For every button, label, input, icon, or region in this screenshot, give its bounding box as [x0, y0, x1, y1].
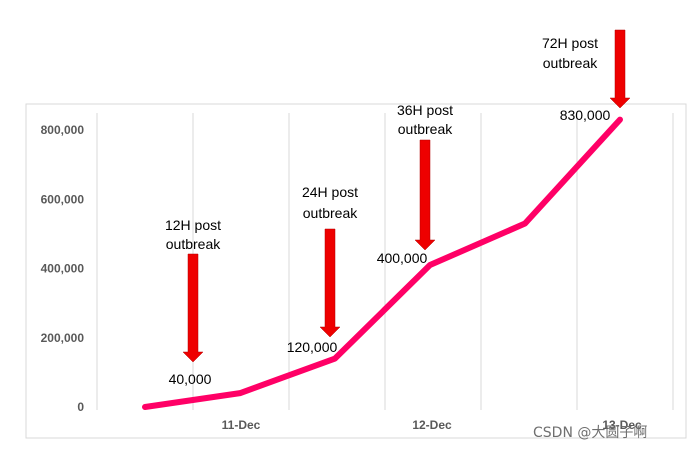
y-tick-label: 0	[77, 400, 84, 414]
annotation-line2: outbreak	[166, 236, 221, 252]
y-tick-label: 400,000	[41, 262, 85, 276]
y-tick-label: 800,000	[41, 123, 85, 137]
annotation-line2: outbreak	[543, 55, 598, 71]
x-axis: 11-Dec 12-Dec 13-Dec	[222, 418, 642, 432]
data-labels: 40,000 120,000 400,000 830,000	[169, 107, 611, 387]
y-axis: 0 200,000 400,000 600,000 800,000	[41, 123, 85, 414]
annotation-line1: 24H post	[302, 184, 358, 200]
data-label: 40,000	[169, 371, 212, 387]
annotation-line1: 12H post	[165, 217, 221, 233]
annotation-arrow	[609, 29, 631, 109]
annotation-arrow	[182, 253, 204, 363]
series	[142, 116, 623, 410]
annotation-line1: 36H post	[397, 102, 453, 118]
annotation-line2: outbreak	[303, 205, 358, 221]
annotation-line2: outbreak	[398, 121, 453, 137]
annotation-line1: 72H post	[542, 35, 598, 51]
data-label: 400,000	[377, 250, 428, 266]
annotations: 12H post outbreak 24H post outbreak 36H post…	[165, 29, 631, 363]
annotation-arrow	[414, 139, 436, 251]
watermark: CSDN @大圆子啊	[533, 425, 647, 441]
data-label: 830,000	[560, 107, 611, 123]
x-tick-label: 13-Dec	[602, 418, 642, 432]
y-tick-label: 600,000	[41, 192, 85, 206]
annotation-arrow	[319, 228, 341, 338]
plot-frame	[25, 103, 687, 439]
y-tick-label: 200,000	[41, 331, 85, 345]
series-line-0	[142, 116, 623, 410]
x-tick-label: 11-Dec	[222, 418, 261, 432]
x-tick-label: 12-Dec	[412, 418, 452, 432]
data-label: 120,000	[287, 339, 338, 355]
